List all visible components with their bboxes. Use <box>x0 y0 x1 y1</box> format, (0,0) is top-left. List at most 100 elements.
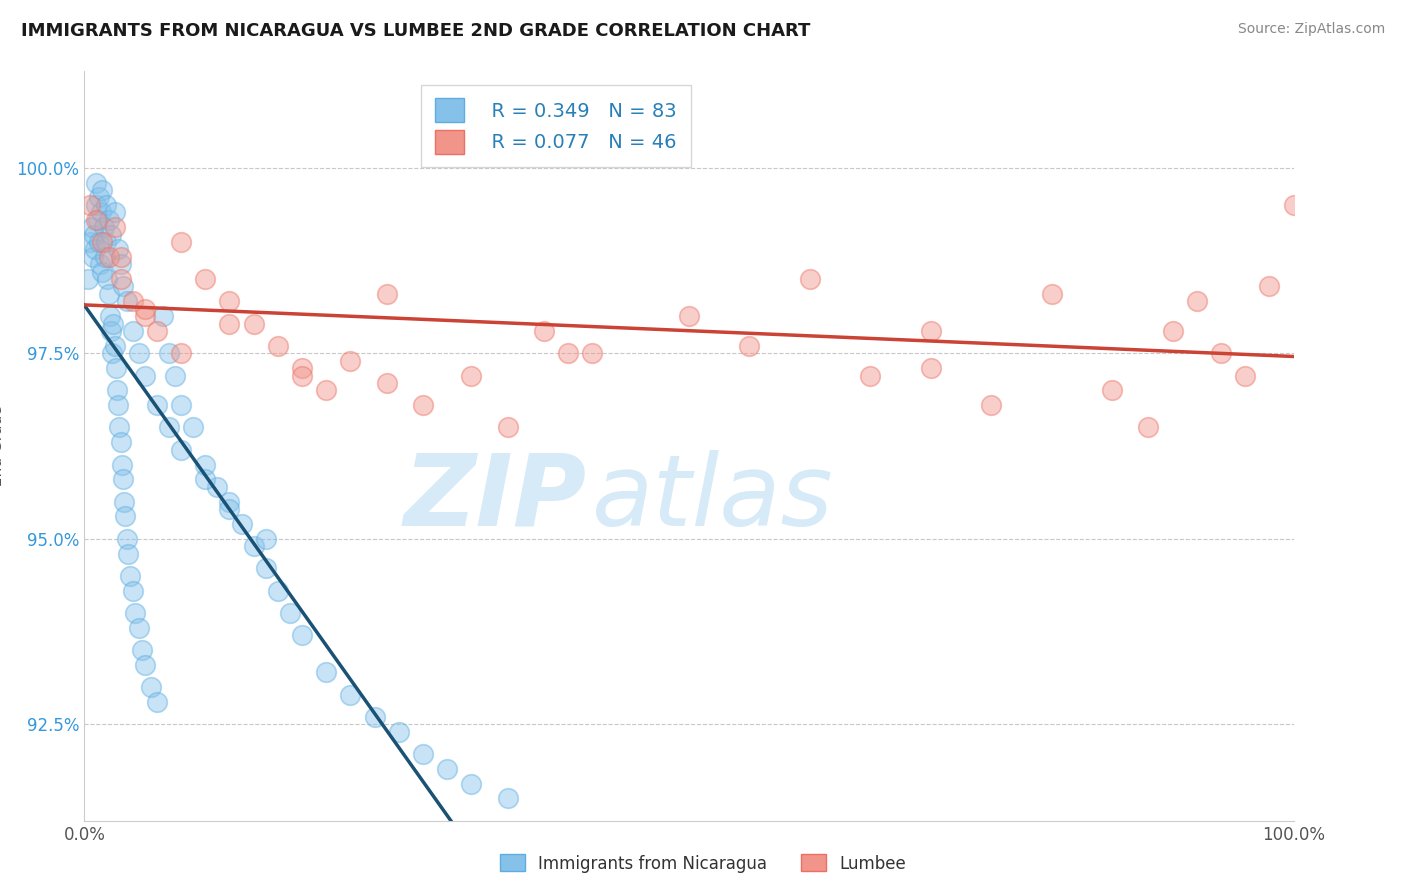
Point <box>128 346 150 360</box>
Point <box>84 243 107 257</box>
Point <box>79 235 101 249</box>
Point <box>98 309 121 323</box>
Point <box>91 183 114 197</box>
Point <box>134 309 156 323</box>
Point <box>170 346 193 360</box>
Point <box>110 272 132 286</box>
Point <box>315 665 337 680</box>
Point <box>412 747 434 761</box>
Point <box>242 317 264 331</box>
Point <box>128 621 150 635</box>
Point <box>131 643 153 657</box>
Point <box>82 250 104 264</box>
Point <box>339 688 361 702</box>
Point <box>557 346 579 360</box>
Point <box>980 398 1002 412</box>
Point <box>291 628 314 642</box>
Point <box>87 235 110 249</box>
Point <box>388 724 411 739</box>
Point <box>110 250 132 264</box>
Point <box>375 287 398 301</box>
Point <box>110 257 132 271</box>
Point <box>104 361 127 376</box>
Point <box>218 494 240 508</box>
Point <box>1258 279 1281 293</box>
Point <box>1101 384 1123 398</box>
Point <box>218 294 240 309</box>
Point <box>460 776 482 790</box>
Point <box>87 190 110 204</box>
Legend: Immigrants from Nicaragua, Lumbee: Immigrants from Nicaragua, Lumbee <box>494 847 912 880</box>
Point <box>242 539 264 553</box>
Text: Source: ZipAtlas.com: Source: ZipAtlas.com <box>1237 22 1385 37</box>
Point <box>218 502 240 516</box>
Point <box>101 346 124 360</box>
Point <box>1282 198 1305 212</box>
Point <box>96 272 118 286</box>
Point <box>124 606 146 620</box>
Point <box>104 339 127 353</box>
Point <box>80 220 103 235</box>
Point <box>86 176 108 190</box>
Point <box>194 472 217 486</box>
Point <box>121 583 143 598</box>
Point <box>1161 324 1184 338</box>
Point <box>678 309 700 323</box>
Point <box>152 309 174 323</box>
Point <box>460 368 482 383</box>
Legend:   R = 0.349   N = 83,   R = 0.077   N = 46: R = 0.349 N = 83, R = 0.077 N = 46 <box>422 85 690 168</box>
Point <box>412 398 434 412</box>
Point <box>278 606 301 620</box>
Point <box>267 339 290 353</box>
Point <box>170 442 193 457</box>
Point <box>363 710 385 724</box>
Point <box>77 272 100 286</box>
Point <box>170 235 193 249</box>
Point <box>146 398 169 412</box>
Point <box>94 250 117 264</box>
Point <box>157 346 180 360</box>
Point <box>105 384 128 398</box>
Point <box>291 361 314 376</box>
Point <box>134 368 156 383</box>
Text: ZIP: ZIP <box>404 450 586 547</box>
Point <box>110 435 132 450</box>
Point <box>134 657 156 672</box>
Point <box>86 212 108 227</box>
Point <box>91 265 114 279</box>
Text: IMMIGRANTS FROM NICARAGUA VS LUMBEE 2ND GRADE CORRELATION CHART: IMMIGRANTS FROM NICARAGUA VS LUMBEE 2ND … <box>21 22 810 40</box>
Point <box>97 212 120 227</box>
Point <box>339 353 361 368</box>
Point <box>1209 346 1232 360</box>
Point <box>104 220 127 235</box>
Point <box>93 220 115 235</box>
Point <box>114 509 136 524</box>
Point <box>134 301 156 316</box>
Point <box>121 294 143 309</box>
Point <box>799 272 821 286</box>
Point <box>111 458 134 472</box>
Point <box>79 198 101 212</box>
Point <box>496 420 519 434</box>
Point <box>315 384 337 398</box>
Point <box>1234 368 1257 383</box>
Point <box>139 680 162 694</box>
Point <box>112 279 135 293</box>
Text: atlas: atlas <box>592 450 834 547</box>
Point <box>920 324 942 338</box>
Point <box>920 361 942 376</box>
Point <box>90 205 112 219</box>
Point <box>100 324 122 338</box>
Point <box>436 762 458 776</box>
Point <box>170 398 193 412</box>
Point <box>165 368 187 383</box>
Point <box>218 317 240 331</box>
Point <box>146 324 169 338</box>
Point <box>291 368 314 383</box>
Point <box>107 243 129 257</box>
Point <box>533 324 555 338</box>
Point <box>94 235 117 249</box>
Point <box>112 494 135 508</box>
Point <box>97 250 120 264</box>
Point <box>1040 287 1063 301</box>
